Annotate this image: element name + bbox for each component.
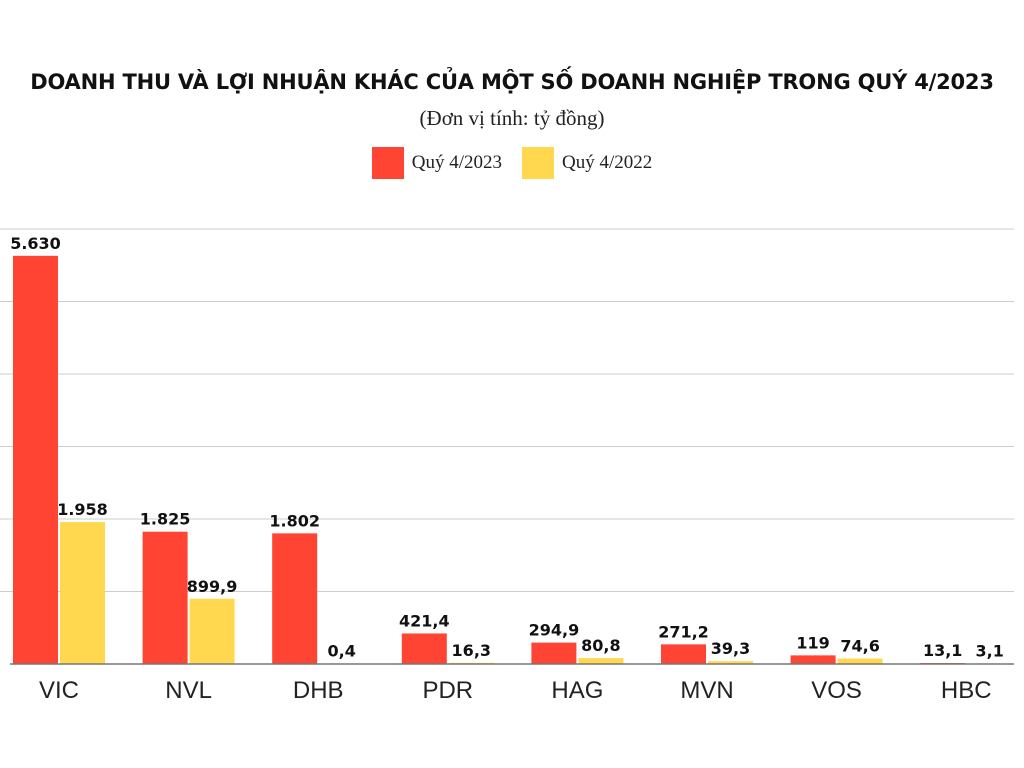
bar-hag-2023 [531,642,577,664]
value-label-pdr-2023: 421,4 [399,611,450,630]
bar-vic-2022 [60,522,105,664]
legend-label-2023: Quý 4/2023 [411,152,502,173]
bar-hag-2022 [578,658,624,664]
value-label-mvn-2022: 39,3 [711,639,750,658]
category-label-nvl: NVL [165,677,212,704]
category-label-vos: VOS [811,677,862,704]
value-label-nvl-2022: 899,9 [187,577,238,596]
bar-mvn-2023 [661,644,706,664]
bar-nvl-2023 [142,531,188,664]
bar-pdr-2023 [401,633,447,664]
bar-nvl-2022 [189,598,235,664]
value-label-nvl-2023: 1.825 [140,510,191,529]
chart-subtitle: (Đơn vị tính: tỷ đồng) [419,106,605,130]
value-label-hag-2023: 294,9 [529,621,580,640]
category-label-vic: VIC [39,677,79,704]
value-label-hag-2022: 80,8 [581,636,620,655]
bar-dhb-2023 [272,533,318,664]
value-label-dhb-2023: 1.802 [269,511,320,530]
value-label-hbc-2023: 13,1 [923,641,962,660]
legend-swatch-2023 [371,147,404,179]
category-label-pdr: PDR [422,677,473,704]
category-label-dhb: DHB [293,677,344,704]
value-label-vic-2022: 1.958 [57,500,108,519]
value-label-vic-2023: 5.630 [10,234,61,253]
legend-item-2022: Quý 4/2022 [522,147,652,179]
value-label-vos-2023: 119 [796,633,829,652]
category-label-mvn: MVN [680,677,733,704]
value-label-vos-2022: 74,6 [840,637,879,656]
category-label-hbc: HBC [941,677,992,704]
bar-vos-2022 [837,658,883,664]
value-label-dhb-2022: 0,4 [328,642,356,661]
value-label-hbc-2022: 3,1 [976,642,1004,661]
chart-title: DOANH THU VÀ LỢI NHUẬN KHÁC CỦA MỘT SỐ D… [30,70,994,94]
legend-label-2022: Quý 4/2022 [562,152,653,173]
legend-item-2023: Quý 4/2023 [371,147,502,179]
category-label-hag: HAG [551,677,603,704]
bar-vos-2023 [790,655,836,664]
legend-swatch-2022 [522,147,554,179]
value-label-mvn-2023: 271,2 [658,622,709,641]
legend: Quý 4/2023 Quý 4/2022 [0,147,1024,179]
value-label-pdr-2022: 16,3 [452,641,491,660]
bar-vic-2023 [13,255,58,664]
bar-mvn-2022 [708,661,753,664]
